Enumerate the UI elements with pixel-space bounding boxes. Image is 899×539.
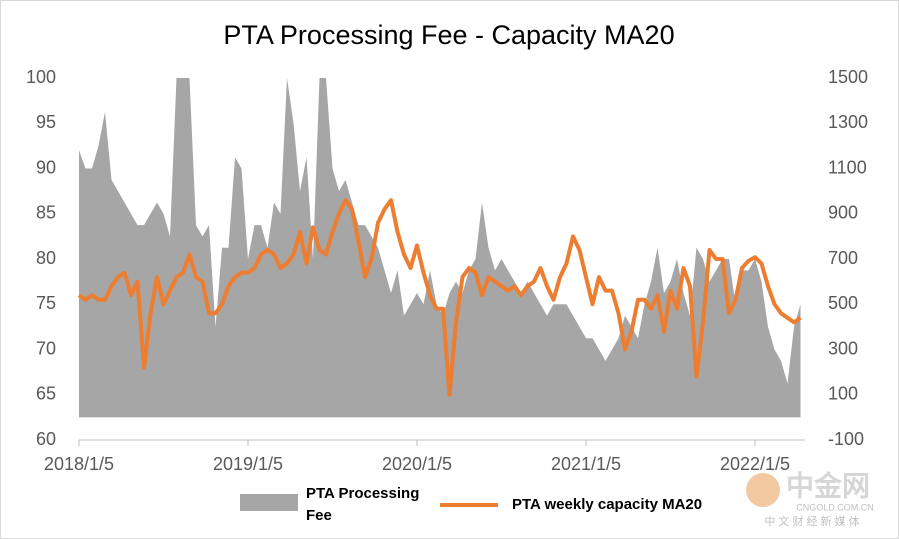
y2-tick-label: 1300: [828, 112, 868, 132]
y-tick-label: 85: [36, 203, 56, 223]
y2-tick-label: 100: [828, 384, 858, 404]
x-tick-label: 2019/1/5: [213, 454, 283, 474]
y2-tick-label: 900: [828, 203, 858, 223]
y2-tick-label: 700: [828, 248, 858, 268]
watermark-logo: [746, 473, 780, 507]
y-tick-label: 75: [36, 293, 56, 313]
y2-tick-label: 1100: [828, 157, 867, 177]
y-tick-label: 90: [36, 157, 56, 177]
legend-label: PTA weekly capacity MA20: [512, 496, 703, 513]
y-tick-label: 80: [36, 248, 56, 268]
x-tick-label: 2018/1/5: [44, 454, 114, 474]
watermark-tagline: 中 文 财 经 新 媒 体: [764, 514, 859, 528]
y2-tick-label: 500: [828, 293, 858, 313]
watermark-site: CNGOLD.COM.CN: [796, 502, 874, 512]
x-tick-label: 2022/1/5: [720, 454, 790, 474]
chart-title: PTA Processing Fee - Capacity MA20: [223, 20, 674, 50]
y2-tick-label: 1500: [828, 67, 868, 87]
y-tick-label: 60: [36, 429, 56, 449]
x-tick-label: 2020/1/5: [382, 454, 452, 474]
y2-tick-label: -100: [828, 429, 864, 449]
y-tick-label: 70: [36, 338, 56, 358]
y2-tick-label: 300: [828, 338, 858, 358]
legend-swatch: [240, 494, 298, 511]
legend-label: PTA Processing Fee: [306, 485, 420, 524]
x-tick-label: 2021/1/5: [551, 454, 621, 474]
watermark-brand: 中金网: [786, 469, 870, 501]
y-tick-label: 100: [26, 67, 56, 87]
y-tick-label: 65: [36, 384, 56, 404]
line: [77, 198, 802, 397]
y-tick-label: 95: [36, 112, 56, 132]
